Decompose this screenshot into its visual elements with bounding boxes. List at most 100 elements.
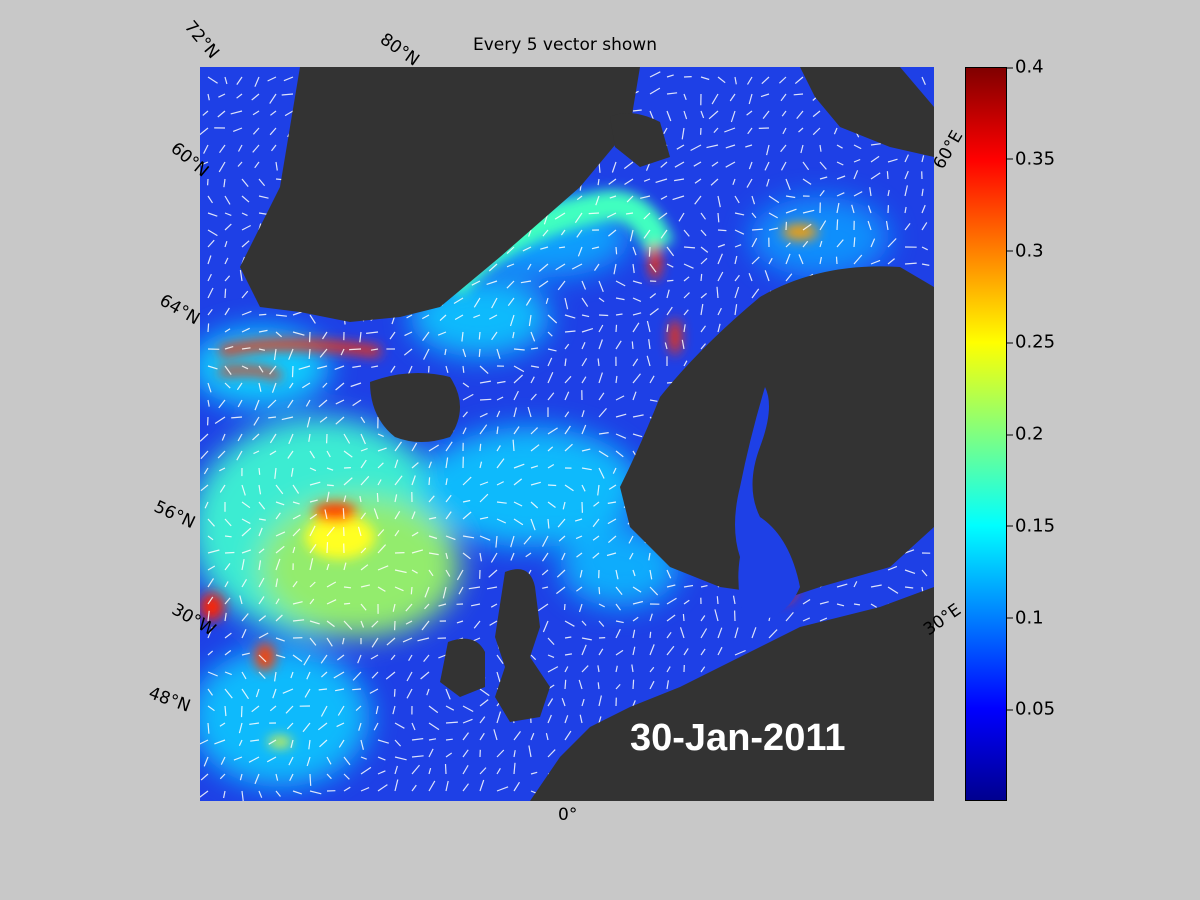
current-vector <box>598 467 605 479</box>
current-vector <box>377 433 384 438</box>
current-vector <box>547 371 554 384</box>
current-vector <box>581 484 586 492</box>
current-vector <box>462 365 465 373</box>
current-vector <box>678 212 685 222</box>
current-vector <box>581 280 587 290</box>
current-vector <box>682 613 685 622</box>
current-vector <box>203 756 209 767</box>
current-vector <box>342 637 345 645</box>
current-vector <box>836 239 844 248</box>
current-vector <box>496 749 505 758</box>
current-vector <box>410 586 413 595</box>
current-vector <box>376 492 379 503</box>
current-vector <box>241 671 247 680</box>
current-vector <box>335 416 345 425</box>
current-vector <box>238 722 243 734</box>
current-vector <box>674 161 685 168</box>
current-vector <box>305 399 311 407</box>
current-vector <box>554 212 566 220</box>
current-vector <box>597 682 600 690</box>
current-vector <box>468 586 481 590</box>
current-vector <box>230 110 243 115</box>
current-vector <box>683 360 688 367</box>
current-vector <box>853 191 863 197</box>
current-vector <box>306 416 311 428</box>
current-vector <box>588 212 600 215</box>
current-vector <box>473 297 481 308</box>
current-vector <box>334 688 345 692</box>
current-vector <box>708 110 719 120</box>
current-vector <box>581 341 586 350</box>
current-vector <box>766 178 770 187</box>
current-vector <box>734 627 739 639</box>
current-vector <box>812 127 821 136</box>
current-vector <box>437 331 447 336</box>
current-vector <box>252 433 260 441</box>
colorbar-tick-label: 0.2 <box>1007 423 1044 445</box>
current-vector <box>393 688 396 697</box>
current-vector <box>258 518 266 521</box>
current-vector <box>694 178 702 184</box>
current-vector <box>658 212 668 220</box>
current-vector <box>904 569 916 574</box>
current-vector <box>258 313 267 316</box>
current-vector <box>301 382 311 389</box>
current-vector <box>513 731 521 741</box>
current-vector <box>224 612 227 622</box>
current-vector <box>360 547 367 554</box>
current-vector <box>666 324 669 333</box>
current-vector <box>462 718 473 724</box>
current-vector <box>683 584 694 588</box>
current-vector <box>700 76 710 81</box>
current-vector <box>203 144 209 154</box>
current-vector <box>664 342 668 350</box>
current-vector <box>207 273 212 282</box>
current-vector <box>700 615 706 622</box>
current-vector <box>326 467 334 471</box>
current-vector <box>496 426 499 435</box>
current-vector <box>207 671 218 677</box>
current-vector <box>241 195 250 203</box>
current-vector <box>224 195 231 205</box>
current-vector <box>404 331 413 337</box>
current-vector <box>224 563 231 571</box>
current-vector <box>666 263 674 268</box>
current-vector <box>241 578 248 588</box>
current-vector <box>390 365 396 373</box>
current-vector <box>631 664 634 673</box>
current-vector <box>375 705 379 715</box>
current-vector <box>574 212 583 224</box>
current-vector <box>597 178 600 186</box>
current-vector <box>360 512 367 520</box>
current-vector <box>597 665 600 673</box>
current-vector <box>870 603 878 608</box>
current-vector <box>649 308 659 316</box>
current-vector <box>683 599 690 605</box>
current-vector <box>411 764 420 775</box>
current-vector <box>241 310 252 316</box>
current-vector <box>780 93 787 102</box>
current-vector <box>275 637 285 642</box>
current-vector <box>836 144 843 149</box>
current-vector <box>887 565 898 571</box>
colorbar-tick-label: 0.1 <box>1007 607 1044 628</box>
current-vector <box>269 450 277 456</box>
current-vector <box>371 620 379 628</box>
current-vector <box>445 569 451 577</box>
current-vector <box>357 654 362 664</box>
current-vector <box>510 535 515 548</box>
current-vector <box>326 599 337 605</box>
current-vector <box>495 535 498 548</box>
current-vector <box>607 518 617 525</box>
current-vector <box>558 246 566 249</box>
current-vector <box>284 110 294 117</box>
current-vector <box>406 314 413 319</box>
current-vector <box>224 551 235 554</box>
current-vector <box>258 348 266 351</box>
current-vector <box>288 348 294 360</box>
current-vector <box>236 93 243 99</box>
current-vector <box>921 246 928 251</box>
map-panel[interactable]: 30-Jan-2011 <box>200 67 934 801</box>
current-vector <box>853 144 862 150</box>
current-vector <box>207 535 214 541</box>
